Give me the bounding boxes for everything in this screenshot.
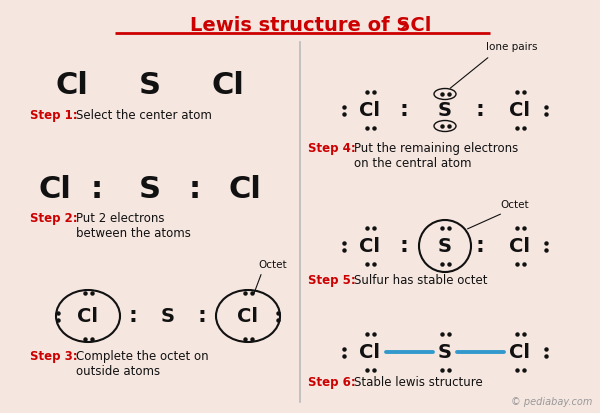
Text: Complete the octet on
outside atoms: Complete the octet on outside atoms [76, 350, 209, 378]
Text: Step 6:: Step 6: [308, 376, 356, 389]
Text: Put 2 electrons
between the atoms: Put 2 electrons between the atoms [76, 212, 191, 240]
Text: Cl: Cl [38, 176, 71, 204]
Text: Cl: Cl [359, 342, 380, 361]
Text: Octet: Octet [258, 260, 287, 270]
Text: Cl: Cl [509, 100, 530, 119]
Text: Cl: Cl [359, 237, 380, 256]
Text: Cl: Cl [509, 237, 530, 256]
Text: S: S [139, 176, 161, 204]
Text: lone pairs: lone pairs [486, 42, 538, 52]
Text: S: S [438, 342, 452, 361]
Text: :: : [476, 236, 484, 256]
Text: Stable lewis structure: Stable lewis structure [354, 376, 483, 389]
Text: :: : [476, 100, 484, 120]
Text: S: S [161, 306, 175, 325]
Text: :: : [91, 176, 103, 204]
Text: Cl: Cl [509, 342, 530, 361]
Text: :: : [400, 100, 409, 120]
Text: Put the remaining electrons
on the central atom: Put the remaining electrons on the centr… [354, 142, 518, 170]
Text: Sulfur has stable octet: Sulfur has stable octet [354, 274, 487, 287]
Text: Cl: Cl [359, 100, 380, 119]
Text: :: : [197, 306, 206, 326]
Text: Step 4:: Step 4: [308, 142, 356, 155]
Text: Cl: Cl [229, 176, 262, 204]
Text: Step 1:: Step 1: [30, 109, 77, 122]
Text: Select the center atom: Select the center atom [76, 109, 212, 122]
Text: Octet: Octet [500, 200, 529, 210]
Text: S: S [438, 100, 452, 119]
Text: Cl: Cl [212, 71, 244, 100]
Text: Cl: Cl [77, 306, 98, 325]
Text: :: : [128, 306, 137, 326]
Text: Step 3:: Step 3: [30, 350, 77, 363]
Text: Cl: Cl [238, 306, 259, 325]
Text: © pediabay.com: © pediabay.com [511, 397, 592, 407]
Text: :: : [400, 236, 409, 256]
Text: Lewis structure of SCl: Lewis structure of SCl [190, 16, 431, 35]
Text: S: S [139, 71, 161, 100]
Text: :: : [189, 176, 201, 204]
Text: Cl: Cl [56, 71, 88, 100]
Text: S: S [438, 237, 452, 256]
Text: 2: 2 [400, 20, 409, 33]
Text: Step 5:: Step 5: [308, 274, 356, 287]
Text: Step 2:: Step 2: [30, 212, 77, 225]
